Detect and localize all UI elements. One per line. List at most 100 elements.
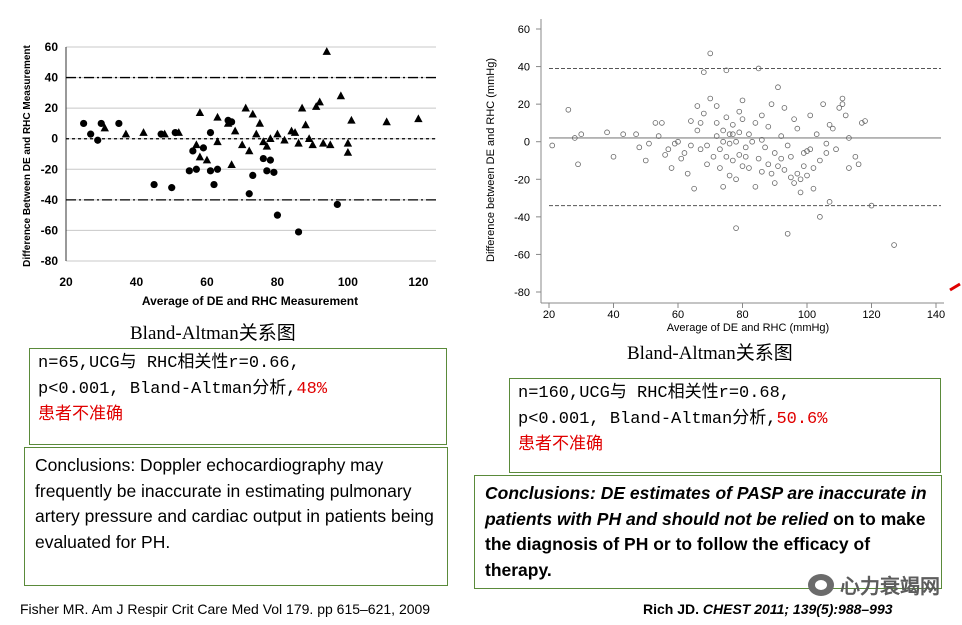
triangle-point [241,103,250,112]
open-circle-point [788,174,794,181]
open-circle-point [730,122,736,128]
triangle-point [311,102,321,110]
triangle-point [237,140,247,149]
triangle-point [213,137,222,146]
triangle-point [195,152,205,161]
triangle-point [202,155,212,164]
triangle-point [382,117,391,126]
open-circle-point [742,144,749,151]
x-tick-label: 140 [927,309,945,321]
triangle-point [248,109,257,118]
open-circle-point [688,142,694,149]
open-circle-point [768,101,775,107]
open-circle-point [746,131,752,138]
open-circle-point [694,127,701,134]
open-circle-point [788,153,794,160]
open-circle-point [704,142,710,149]
open-circle-point [807,112,814,119]
citation-right: Rich JD. CHEST 2011; 139(5):988–993 [643,601,893,617]
y-tick-label: 60 [518,24,530,36]
stats-line-2-right: p<0.001, Bland-Altman分析,50.6% [518,410,828,429]
open-circle-point [784,230,791,237]
circle-point [189,147,197,155]
open-circle-point [697,146,704,153]
open-circle-point [755,155,762,162]
stats-line-3-right: 患者不准确 [518,436,603,455]
open-circle-point [736,108,743,115]
open-circle-point [720,138,726,145]
triangle-point [294,138,303,147]
x-ticks-left: 20 40 60 80 100 120 [59,275,428,289]
conclusion-box-left: Conclusions: Doppler echocardiography ma… [24,447,448,586]
triangle-point [322,47,331,55]
open-circle-point [694,103,701,109]
open-circle-point [862,118,868,124]
open-circle-point [759,137,765,143]
open-circle-point [775,163,781,169]
open-circle-point [791,116,797,122]
triangle-point [347,115,356,124]
open-circle-point [700,69,707,76]
circle-point [115,119,123,128]
open-circle-point [817,214,823,220]
stats-line-1-right: n=160,UCG与 RHC相关性r=0.68, [518,384,791,403]
y-axis-label-right: Difference between DE and RHC (mmHg) [485,58,497,262]
open-circle-point [652,120,659,126]
y-tick-label: 0 [524,137,530,149]
open-circle-point [784,142,791,149]
watermark: 心力衰竭网 [808,570,940,599]
triangle-point [262,141,272,150]
open-circle-point [781,105,788,111]
open-circle-point [759,168,765,175]
open-circle-point [836,105,843,111]
triangle-point [266,134,275,143]
x-tick-label: 120 [862,309,880,321]
panel-right [512,15,944,305]
x-ticks-right: 20 40 60 80 100 120 140 [543,303,945,321]
y-tick-label: -60 [41,223,59,237]
open-circle-point [668,165,675,171]
open-circle-point [768,170,775,177]
open-circle-point [636,144,643,151]
triangle-point [301,120,310,129]
open-circle-point [752,120,759,126]
open-circle-point [891,242,897,248]
y-tick-label: -80 [514,287,530,299]
triangle-point [192,140,201,149]
open-circle-point [800,150,807,156]
triangle-point [213,112,222,121]
open-circle-point [578,131,585,138]
circle-point [263,167,271,175]
triangle-point [326,140,335,149]
y-tick-label: -80 [41,254,59,268]
open-circle-point [797,189,804,196]
circle-point [245,190,253,198]
watermark-logo-icon [808,573,834,596]
open-circle-point [804,172,810,179]
open-circle-point [813,131,820,138]
open-circle-point [794,125,801,132]
y-tick-label: -40 [41,193,59,207]
open-circle-point [575,161,581,168]
open-circle-point [800,163,807,169]
conclusion-box-right: Conclusions: DE estimates of PASP are in… [474,475,942,589]
triangle-point [100,123,109,132]
reference-lines-left [66,76,436,201]
open-circle-point [749,138,755,145]
open-circle-point [762,144,768,151]
open-circle-point [726,172,733,179]
triangle-point [280,135,289,144]
triangle-point [343,138,353,147]
y-tick-label: -20 [41,162,59,176]
open-circle-point [642,157,649,164]
open-circle-point [868,202,875,209]
circle-point [80,119,88,128]
open-circle-point [671,140,678,147]
open-circle-point [846,135,852,141]
open-circle-point [778,155,784,162]
stats-line-2-left: p<0.001, Bland-Altman分析,48% [38,380,328,399]
open-circle-point [720,127,726,134]
open-circle-point [852,153,859,160]
circle-point [168,184,176,192]
circle-point [294,228,303,236]
